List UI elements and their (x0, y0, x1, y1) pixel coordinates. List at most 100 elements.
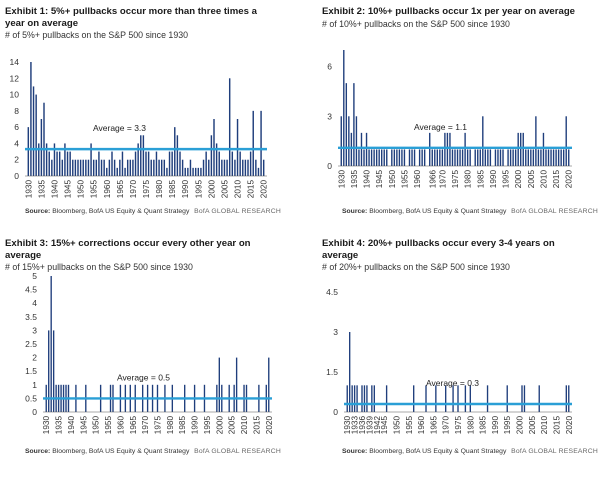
bar (268, 357, 270, 412)
bar (486, 385, 489, 412)
bar (502, 149, 504, 166)
x-tick-label: 1955 (405, 416, 414, 435)
bar (213, 119, 215, 176)
bar (168, 151, 171, 176)
bar (350, 132, 353, 166)
bar (479, 149, 481, 166)
exhibit-2-source: Source: Bloomberg, BofA US Equity & Quan… (342, 208, 507, 215)
bar (532, 149, 535, 166)
bar (525, 149, 527, 166)
x-tick-label: 2005 (527, 170, 536, 189)
bar (40, 119, 43, 176)
y-tick-label: 2 (32, 353, 37, 363)
x-tick-label: 1942 (373, 416, 382, 435)
x-tick-label: 1965 (129, 416, 138, 435)
bar (451, 149, 454, 166)
bar (361, 385, 363, 412)
bar (30, 62, 32, 176)
y-tick-label: 5 (32, 271, 37, 281)
y-tick-label: 6 (327, 62, 332, 72)
x-tick-label: 2005 (228, 416, 237, 435)
bar (474, 149, 476, 166)
bar (145, 151, 147, 176)
bar (82, 159, 84, 176)
bar (166, 167, 168, 176)
bar (562, 149, 565, 166)
bar (235, 357, 238, 412)
exhibit-2-panel: Exhibit 2: 10%+ pullbacks occur 1x per y… (322, 6, 600, 241)
x-tick-label: 1970 (438, 170, 447, 189)
bar (396, 149, 398, 166)
x-tick-label: 1995 (194, 180, 203, 199)
bar (370, 149, 373, 166)
x-tick-label: 1930 (337, 170, 346, 189)
bar (383, 149, 385, 166)
bar (517, 132, 519, 166)
bar (95, 159, 98, 176)
bar (98, 151, 100, 176)
bar (38, 143, 40, 176)
bar (431, 149, 433, 166)
bar (129, 159, 132, 176)
bar (137, 143, 139, 176)
bar (79, 159, 82, 176)
x-tick-label: 1960 (413, 170, 422, 189)
bar (360, 132, 363, 166)
bar (555, 149, 557, 166)
bar (192, 167, 194, 176)
bar (435, 385, 437, 412)
x-tick-label: 1930 (343, 416, 352, 435)
bar (459, 149, 461, 166)
bar (449, 132, 451, 166)
y-tick-label: 0 (327, 161, 332, 171)
bar (140, 135, 142, 176)
x-tick-label: 1975 (142, 180, 151, 199)
bar (56, 151, 58, 176)
bar (444, 132, 446, 166)
x-tick-label: 1935 (37, 180, 46, 199)
x-tick-label: 1980 (466, 416, 475, 435)
bar (552, 149, 555, 166)
bar (535, 116, 537, 166)
bar (134, 151, 137, 176)
bar (425, 385, 427, 412)
bar (446, 132, 449, 166)
bar (408, 149, 411, 166)
y-tick-label: 4 (32, 298, 37, 308)
bar (147, 151, 150, 176)
bar (421, 149, 423, 166)
y-tick-label: 3 (327, 111, 332, 121)
y-tick-label: 1 (32, 380, 37, 390)
bar (469, 149, 471, 166)
bar (489, 149, 492, 166)
bar (61, 159, 64, 176)
bar (565, 385, 567, 412)
bar (218, 151, 220, 176)
x-tick-label: 1975 (451, 170, 460, 189)
exhibit-1-title: Exhibit 1: 5%+ pullbacks occur more than… (5, 6, 257, 29)
x-tick-label: 2020 (260, 180, 269, 199)
exhibit-1-subtitle: # of 5%+ pullbacks on the S&P 500 since … (5, 30, 188, 40)
x-tick-label: 1966 (428, 170, 437, 189)
x-tick-label: 1990 (491, 416, 500, 435)
bar (32, 86, 35, 176)
bar (74, 159, 77, 176)
bar (457, 385, 459, 412)
x-tick-label: 2010 (539, 170, 548, 189)
bar (181, 159, 184, 176)
y-tick-label: 0.5 (25, 393, 37, 403)
bar (381, 149, 383, 166)
bar (106, 167, 108, 176)
x-tick-label: 1945 (380, 416, 389, 435)
exhibit-1-brand: BofA GLOBAL RESEARCH (194, 208, 281, 215)
bar (385, 385, 388, 412)
bar (187, 167, 189, 176)
bar (494, 149, 497, 166)
exhibit-2-brand: BofA GLOBAL RESEARCH (511, 208, 598, 215)
exhibit-4-subtitle: # of 20%+ pullbacks on the S&P 500 since… (322, 262, 510, 272)
bar (351, 385, 353, 412)
bar (64, 143, 66, 176)
bar (366, 385, 368, 412)
y-tick-label: 0 (333, 407, 338, 417)
